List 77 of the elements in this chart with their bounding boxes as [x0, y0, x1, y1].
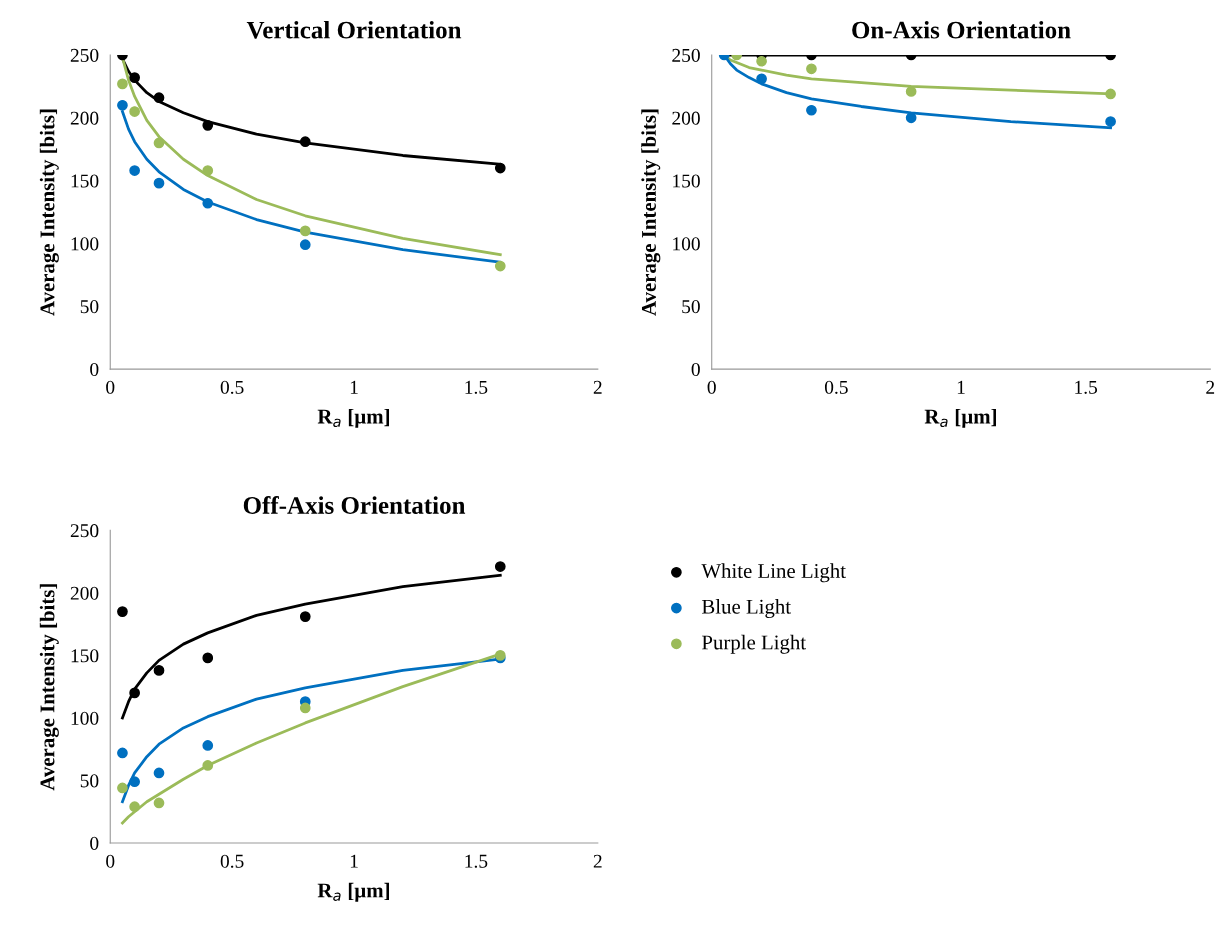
point: [202, 652, 214, 664]
point: [117, 99, 128, 111]
point: [494, 260, 506, 272]
x-axis-title: R$_{a}$ [µm]: [317, 882, 389, 902]
x-tick-label: 2: [1206, 380, 1215, 394]
point: [153, 665, 165, 676]
y-tick-label: 250: [70, 48, 99, 62]
x-tick-label: 1.5: [465, 854, 488, 868]
x-tick-label: 1.5: [1075, 380, 1098, 394]
y-tick-label: 100: [71, 711, 99, 725]
x-tick-label: 0: [707, 380, 716, 394]
y-tick-label: 0: [691, 362, 700, 377]
point: [202, 119, 214, 131]
y-tick-label: 200: [70, 111, 99, 125]
legend-label: White Line Light: [701, 563, 846, 583]
point: [117, 606, 128, 617]
point: [129, 801, 140, 813]
point: [202, 740, 214, 751]
x-tick-label: 0: [106, 380, 115, 394]
x-tick-label: 1: [350, 854, 358, 868]
point: [129, 776, 140, 788]
y-tick-label: 50: [80, 774, 99, 788]
point: [117, 78, 128, 90]
x-tick-label: 0.5: [220, 380, 244, 394]
legend-label: Purple Light: [701, 634, 806, 654]
y-tick-label: 250: [70, 524, 99, 538]
point: [299, 225, 311, 237]
y-tick-label: 200: [672, 111, 700, 125]
chart-title: Off-Axis Orientation: [243, 496, 466, 514]
y-tick-label: 150: [71, 174, 99, 188]
y-axis-title: Average Intensity [bits]: [39, 109, 59, 316]
x-axis-title: R$_{a}$ [µm]: [924, 408, 996, 428]
y-tick-label: 250: [672, 48, 700, 62]
x-tick-label: 1.5: [465, 380, 488, 394]
point: [117, 747, 128, 759]
point: [494, 561, 506, 572]
point: [153, 797, 165, 809]
point: [299, 239, 311, 251]
y-axis-title: Average Intensity [bits]: [641, 109, 661, 316]
point: [153, 137, 165, 149]
point: [153, 92, 165, 104]
y-tick-label: 150: [71, 649, 99, 663]
point: [299, 136, 311, 148]
point: [129, 165, 140, 176]
x-tick-label: 0.5: [220, 854, 244, 868]
point: [129, 72, 140, 83]
y-tick-label: 0: [90, 836, 99, 850]
point: [153, 177, 165, 189]
y-tick-label: 50: [682, 300, 700, 314]
x-tick-label: 0: [106, 854, 115, 868]
y-tick-label: 100: [71, 237, 99, 251]
chart-title: Vertical Orientation: [246, 20, 462, 39]
y-axis-title: Average Intensity [bits]: [39, 584, 59, 791]
point: [202, 165, 214, 176]
x-axis-title: R$_{a}$ [µm]: [317, 408, 389, 428]
x-tick-label: 1: [350, 380, 358, 394]
y-tick-label: 0: [90, 362, 99, 377]
point: [202, 760, 214, 771]
y-tick-label: 50: [80, 300, 99, 314]
y-tick-label: 200: [70, 586, 99, 600]
point: [299, 702, 311, 714]
x-tick-label: 2: [593, 380, 602, 394]
point: [299, 611, 311, 622]
point: [129, 106, 140, 117]
point: [202, 197, 214, 209]
point: [129, 687, 140, 699]
point: [153, 767, 165, 779]
point: [494, 162, 506, 174]
legend-label: Blue Light: [701, 599, 791, 619]
y-tick-label: 100: [673, 237, 700, 251]
y-tick-label: 150: [673, 174, 700, 188]
line-series: [121, 573, 502, 720]
point: [117, 782, 128, 794]
x-tick-label: 1: [957, 380, 965, 394]
x-tick-label: 2: [593, 854, 602, 868]
x-tick-label: 0.5: [824, 380, 848, 394]
chart-title: On-Axis Orientation: [852, 20, 1071, 39]
